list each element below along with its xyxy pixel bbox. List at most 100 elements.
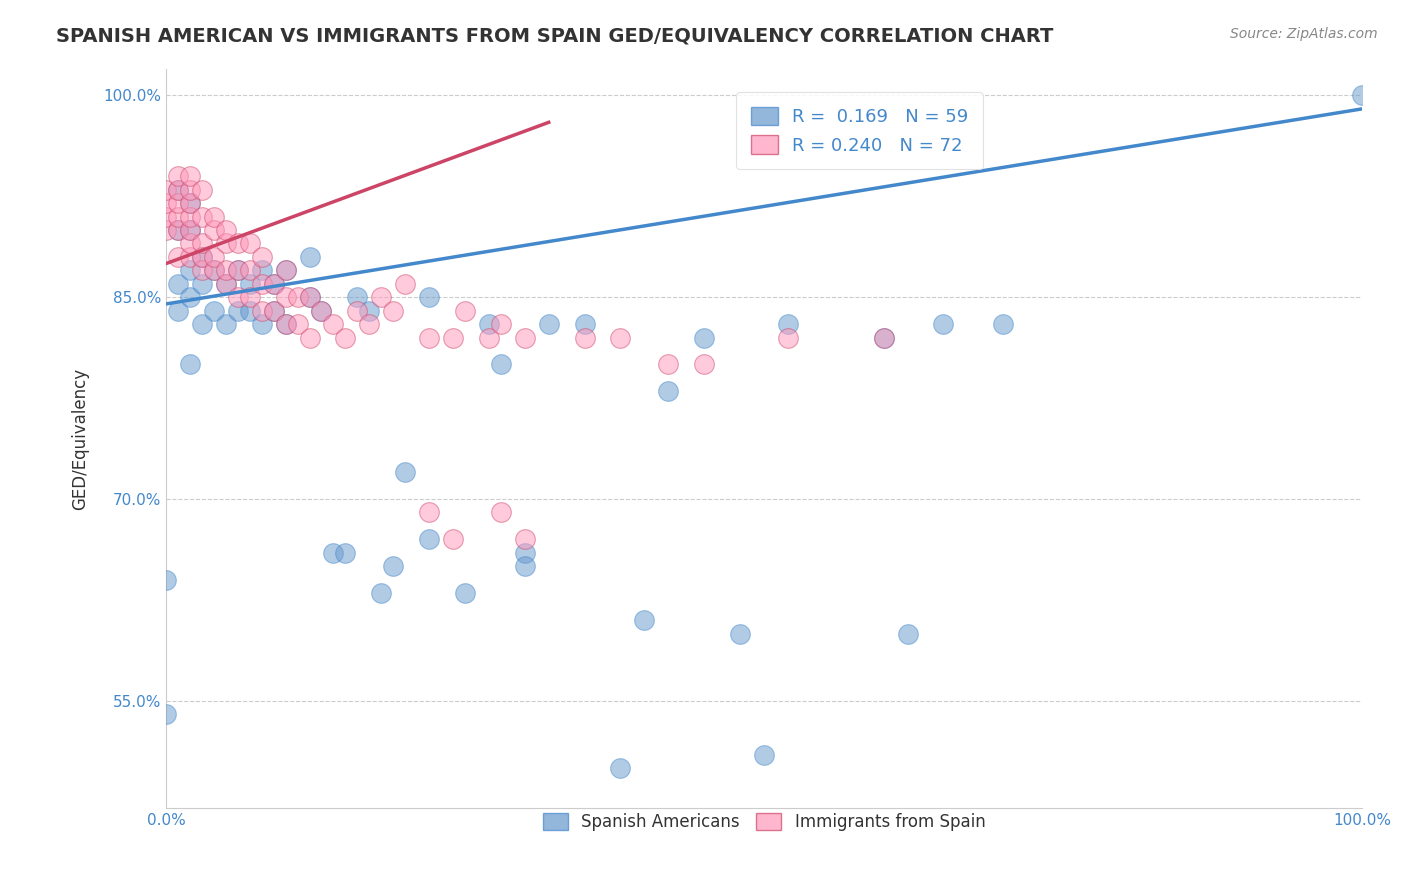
Point [513, 546, 536, 560]
Point [394, 465, 416, 479]
Point [215, 277, 238, 291]
Point [728, 626, 751, 640]
Point [226, 263, 249, 277]
Point [191, 236, 214, 251]
Point [1351, 88, 1374, 103]
Point [418, 290, 440, 304]
Point [633, 613, 655, 627]
Point [287, 317, 309, 331]
Point [454, 586, 477, 600]
Point [215, 263, 238, 277]
Point [441, 533, 464, 547]
Point [274, 290, 297, 304]
Point [191, 277, 214, 291]
Point [513, 533, 536, 547]
Point [537, 317, 560, 331]
Point [298, 290, 321, 304]
Point [872, 330, 894, 344]
Point [179, 183, 201, 197]
Point [657, 384, 679, 399]
Point [215, 277, 238, 291]
Point [322, 317, 344, 331]
Point [418, 330, 440, 344]
Point [657, 358, 679, 372]
Point [226, 263, 249, 277]
Point [202, 250, 225, 264]
Point [155, 196, 177, 211]
Text: SPANISH AMERICAN VS IMMIGRANTS FROM SPAIN GED/EQUIVALENCY CORRELATION CHART: SPANISH AMERICAN VS IMMIGRANTS FROM SPAI… [56, 27, 1053, 45]
Point [298, 290, 321, 304]
Point [179, 196, 201, 211]
Point [167, 183, 190, 197]
Point [179, 210, 201, 224]
Point [250, 263, 273, 277]
Point [179, 290, 201, 304]
Point [454, 303, 477, 318]
Point [179, 358, 201, 372]
Point [179, 196, 201, 211]
Point [191, 317, 214, 331]
Point [179, 223, 201, 237]
Point [513, 559, 536, 574]
Point [441, 330, 464, 344]
Point [155, 573, 177, 587]
Point [574, 317, 596, 331]
Point [191, 250, 214, 264]
Point [335, 546, 357, 560]
Legend: Spanish Americans, Immigrants from Spain: Spanish Americans, Immigrants from Spain [529, 799, 998, 845]
Point [179, 223, 201, 237]
Point [274, 263, 297, 277]
Point [263, 277, 285, 291]
Text: Source: ZipAtlas.com: Source: ZipAtlas.com [1230, 27, 1378, 41]
Point [335, 330, 357, 344]
Point [932, 317, 955, 331]
Point [274, 263, 297, 277]
Point [298, 250, 321, 264]
Point [298, 330, 321, 344]
Point [359, 303, 381, 318]
Point [191, 263, 214, 277]
Point [311, 303, 333, 318]
Point [776, 330, 799, 344]
Point [250, 303, 273, 318]
Point [215, 236, 238, 251]
Point [287, 290, 309, 304]
Point [322, 546, 344, 560]
Point [250, 250, 273, 264]
Point [693, 330, 716, 344]
Point [155, 210, 177, 224]
Point [609, 761, 631, 775]
Point [370, 290, 392, 304]
Point [752, 747, 775, 762]
Point [346, 290, 368, 304]
Point [478, 330, 501, 344]
Point [776, 317, 799, 331]
Point [167, 169, 190, 183]
Point [346, 303, 368, 318]
Point [202, 263, 225, 277]
Point [489, 358, 512, 372]
Point [167, 277, 190, 291]
Point [226, 236, 249, 251]
Point [250, 317, 273, 331]
Point [155, 223, 177, 237]
Point [239, 303, 262, 318]
Point [202, 223, 225, 237]
Point [359, 317, 381, 331]
Point [382, 303, 405, 318]
Point [609, 330, 631, 344]
Point [215, 223, 238, 237]
Point [250, 277, 273, 291]
Point [167, 196, 190, 211]
Point [574, 330, 596, 344]
Point [167, 183, 190, 197]
Point [896, 626, 918, 640]
Point [274, 317, 297, 331]
Point [513, 330, 536, 344]
Point [239, 277, 262, 291]
Point [418, 533, 440, 547]
Point [167, 250, 190, 264]
Point [274, 317, 297, 331]
Point [993, 317, 1015, 331]
Point [202, 263, 225, 277]
